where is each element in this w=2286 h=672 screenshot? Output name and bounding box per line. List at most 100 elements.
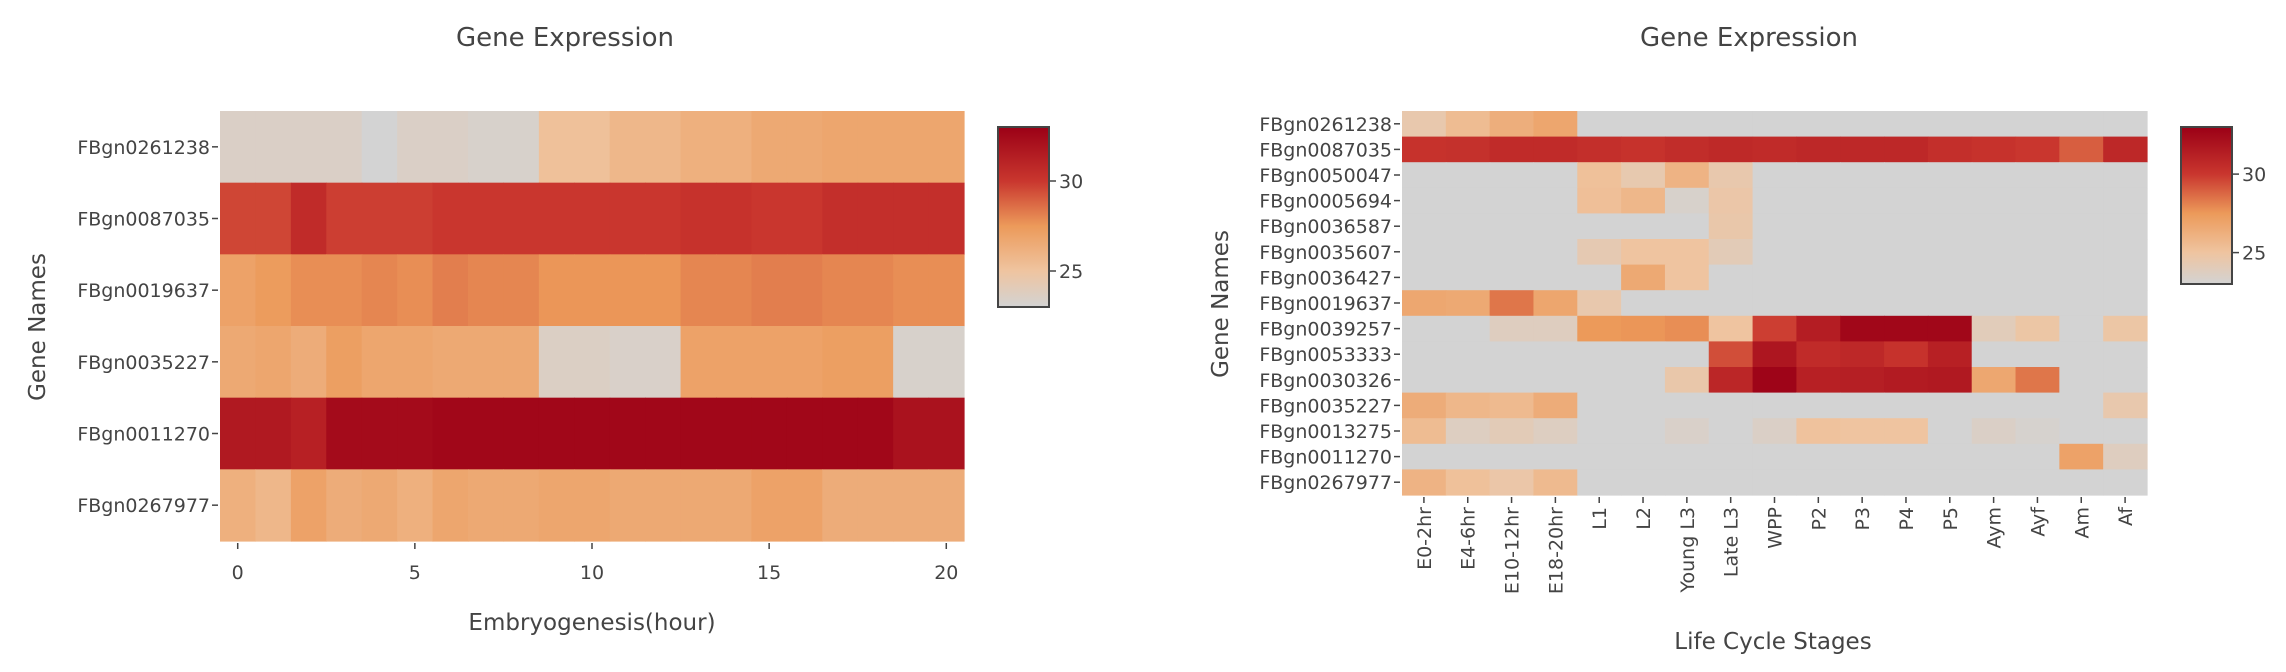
heatmap-cell xyxy=(255,397,292,470)
heatmap-cell xyxy=(1971,367,2017,394)
heatmap-cell xyxy=(1445,187,1491,214)
heatmap-cell xyxy=(397,182,434,255)
heatmap-cell xyxy=(432,111,469,184)
heatmap-cell xyxy=(1971,264,2017,291)
heatmap-cell xyxy=(1796,392,1841,419)
heatmap-cell xyxy=(680,182,717,255)
heatmap-cell xyxy=(1621,315,1666,342)
heatmap-cell xyxy=(1840,341,1885,368)
y-tick-label: FBgn0019637 xyxy=(77,280,210,302)
heatmap-cell xyxy=(1927,469,1973,496)
chart1-y-axis-label: Gene Names xyxy=(25,253,51,401)
heatmap-cell xyxy=(1577,392,1622,419)
heatmap-cell xyxy=(2015,315,2060,342)
heatmap-cell xyxy=(1708,290,1754,317)
heatmap-cell xyxy=(468,326,505,399)
heatmap-cell xyxy=(290,111,327,184)
heatmap-cell xyxy=(1577,162,1622,189)
heatmap-cell xyxy=(1621,213,1666,240)
heatmap-cell xyxy=(1533,111,1578,138)
colorbar-tick-label: 30 xyxy=(2242,164,2266,186)
heatmap-cell xyxy=(1927,239,1973,266)
heatmap-cell xyxy=(468,254,505,327)
heatmap-cell xyxy=(1533,418,1578,445)
heatmap-cell xyxy=(574,182,611,255)
heatmap-cell xyxy=(1971,290,2017,317)
heatmap-cell xyxy=(1621,162,1666,189)
heatmap-cell xyxy=(468,397,505,470)
heatmap-cell xyxy=(1664,418,1710,445)
heatmap-cell xyxy=(1402,469,1447,496)
heatmap-cell xyxy=(1971,315,2017,342)
x-tick-label: L2 xyxy=(1633,507,1655,530)
heatmap-cell xyxy=(538,254,575,327)
heatmap-cell xyxy=(716,326,753,399)
heatmap-cell xyxy=(1752,315,1798,342)
heatmap-cell xyxy=(822,469,859,542)
heatmap-cell xyxy=(397,397,434,470)
heatmap-cell xyxy=(1402,111,1447,138)
heatmap-cell xyxy=(1708,418,1754,445)
heatmap-cell xyxy=(2015,341,2060,368)
heatmap-cell xyxy=(1445,290,1491,317)
heatmap-cell xyxy=(1533,341,1578,368)
chart2-x-tick-labels: E0-2hr E4-6hr E10-12hr E18-20hr L1 L2 Young L3… xyxy=(1414,497,2137,594)
heatmap-cell xyxy=(290,397,327,470)
heatmap-cell xyxy=(751,254,788,327)
heatmap-cell xyxy=(1708,162,1754,189)
x-tick-label: 20 xyxy=(934,562,958,584)
heatmap-cell xyxy=(503,469,540,542)
heatmap-cell xyxy=(255,111,292,184)
heatmap-cell xyxy=(1621,392,1666,419)
heatmap-cell xyxy=(1664,213,1710,240)
heatmap-cell xyxy=(503,254,540,327)
heatmap-cell xyxy=(1840,469,1885,496)
x-tick-label: 15 xyxy=(757,562,781,584)
heatmap-cell xyxy=(2059,392,2104,419)
heatmap-cell xyxy=(1533,443,1578,470)
heatmap-cell xyxy=(2059,315,2104,342)
heatmap-cell xyxy=(1971,213,2017,240)
heatmap-cell xyxy=(1621,367,1666,394)
heatmap-cell xyxy=(1708,187,1754,214)
y-tick-label: FBgn0267977 xyxy=(77,495,210,517)
heatmap-cell xyxy=(1840,367,1885,394)
y-tick-label: FBgn0087035 xyxy=(77,209,210,231)
heatmap-cell xyxy=(574,326,611,399)
heatmap-cell xyxy=(1796,264,1841,291)
y-tick-label: FBgn0087035 xyxy=(1259,139,1392,161)
heatmap-cell xyxy=(751,469,788,542)
heatmap-cell xyxy=(1708,264,1754,291)
y-tick-label: FBgn0050047 xyxy=(1259,165,1392,187)
heatmap-cell xyxy=(1971,392,2017,419)
heatmap-cell xyxy=(1445,367,1491,394)
heatmap-cell xyxy=(1927,341,1973,368)
heatmap-cell xyxy=(1445,341,1491,368)
heatmap-cell xyxy=(680,326,717,399)
heatmap-cell xyxy=(574,397,611,470)
heatmap-cell xyxy=(2015,367,2060,394)
heatmap-cell xyxy=(574,254,611,327)
heatmap-cell xyxy=(255,182,292,255)
heatmap-cell xyxy=(1884,443,1929,470)
heatmap-cell xyxy=(1533,162,1578,189)
heatmap-cell xyxy=(1664,367,1710,394)
heatmap-cell xyxy=(1884,264,1929,291)
y-tick-label: FBgn0261238 xyxy=(77,137,210,159)
heatmap-cell xyxy=(928,469,965,542)
heatmap-cell xyxy=(1708,392,1754,419)
heatmap-cell xyxy=(1621,239,1666,266)
heatmap-cell xyxy=(1840,418,1885,445)
heatmap-cell xyxy=(503,111,540,184)
heatmap-cell xyxy=(1884,469,1929,496)
heatmap-cell xyxy=(2015,136,2060,163)
x-tick-label: E18-20hr xyxy=(1545,507,1567,594)
heatmap-cell xyxy=(645,182,682,255)
heatmap-cell xyxy=(857,469,894,542)
heatmap-cell xyxy=(2015,213,2060,240)
heatmap-cell xyxy=(786,254,823,327)
heatmap-cell xyxy=(1445,111,1491,138)
life-cycle-heatmap: Gene Expression FBgn0261238FBgn0087035FB… xyxy=(1208,23,2266,655)
heatmap-cell xyxy=(538,182,575,255)
heatmap-cell xyxy=(2103,239,2148,266)
